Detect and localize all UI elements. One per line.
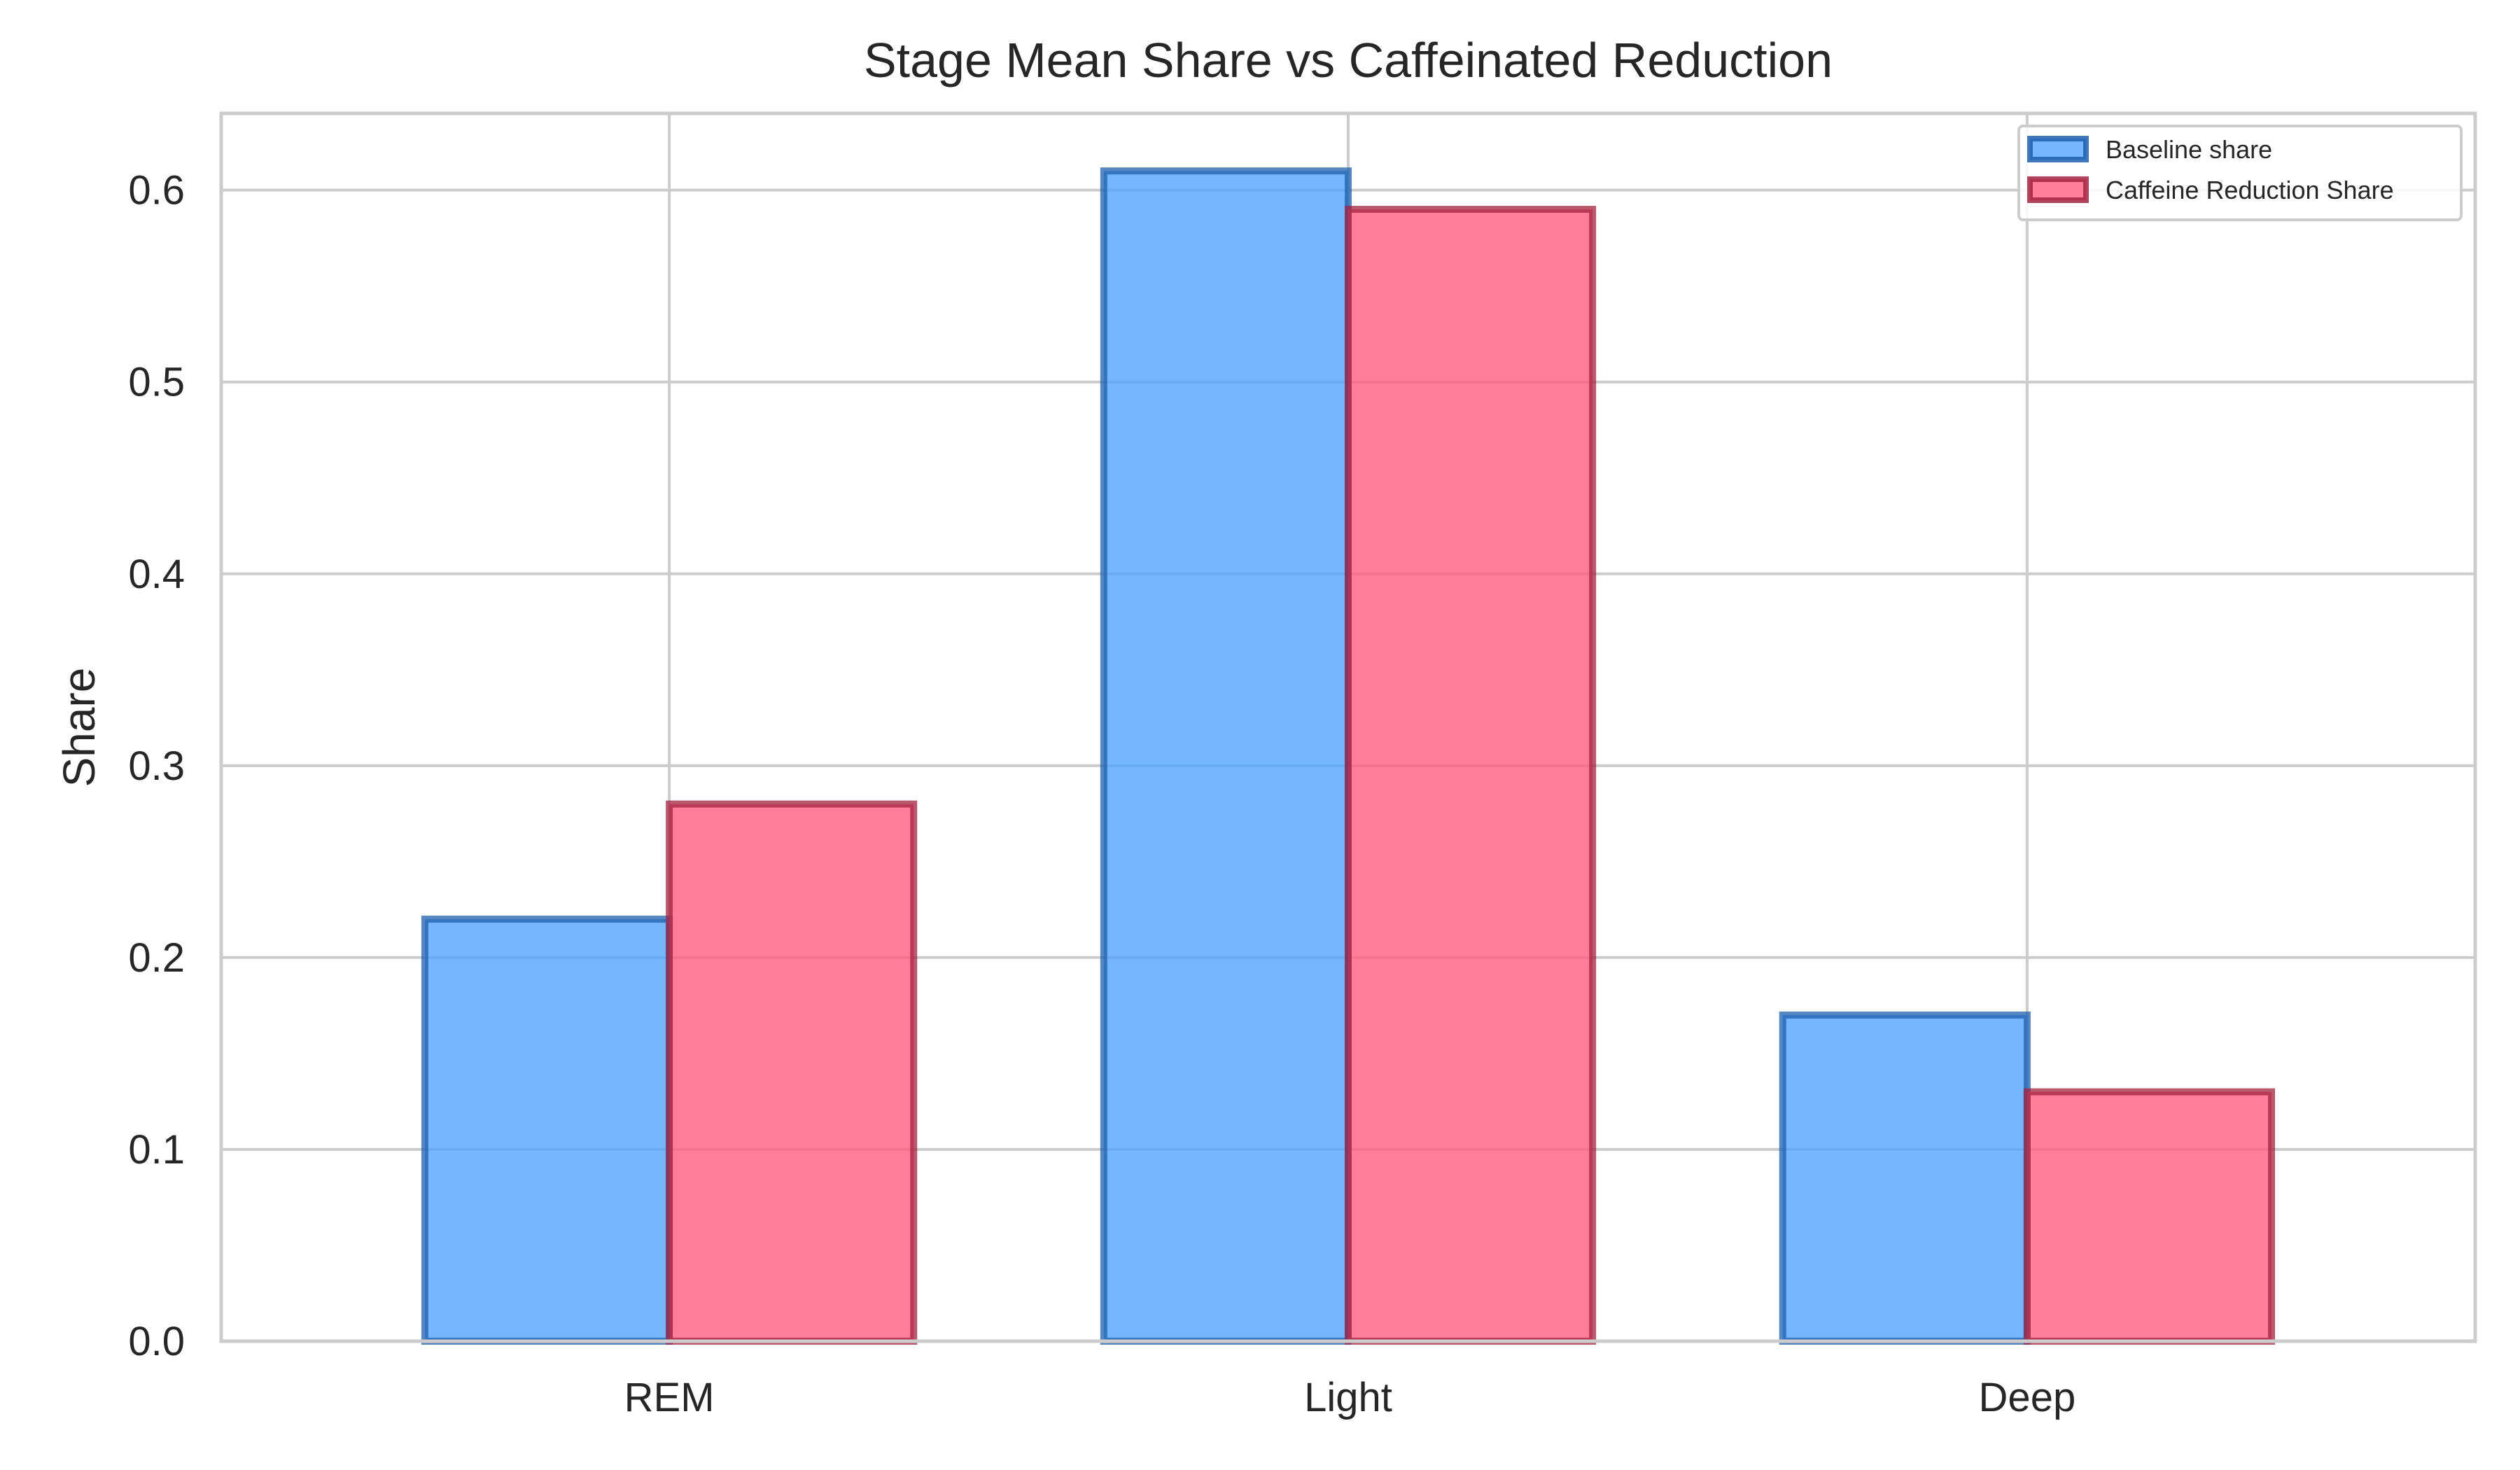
x-tick-label: Deep <box>1979 1375 2076 1420</box>
y-tick-label: 0.3 <box>128 743 185 789</box>
y-tick-label: 0.1 <box>128 1127 185 1172</box>
bar-baseline-deep <box>1779 1011 2031 1345</box>
legend-swatch-caffeine-reduction <box>2027 176 2089 203</box>
bar-caffeine-reduction-deep <box>2023 1088 2276 1345</box>
y-tick-label: 0.5 <box>128 360 185 405</box>
legend: Baseline share Caffeine Reduction Share <box>2017 125 2463 221</box>
legend-label-baseline: Baseline share <box>2106 135 2272 164</box>
bar-baseline-light <box>1100 167 1352 1345</box>
bar-caffeine-reduction-light <box>1345 206 1597 1345</box>
y-tick-label: 0.2 <box>128 935 185 981</box>
bars-layer <box>421 167 2276 1345</box>
y-tick-label: 0.0 <box>128 1319 185 1364</box>
x-tick-label: Light <box>1304 1375 1392 1420</box>
legend-swatch-baseline <box>2027 136 2089 162</box>
y-tick-label: 0.6 <box>128 168 185 214</box>
legend-frame <box>2017 125 2463 221</box>
y-tick-label: 0.4 <box>128 552 185 597</box>
axes-frame <box>219 111 2477 1343</box>
bar-baseline-rem <box>421 916 673 1345</box>
ticks-layer: 0.0 0.1 0.2 0.3 0.4 0.5 0.6 REM Light Deep <box>128 168 2076 1420</box>
y-axis-label: Share <box>54 668 104 788</box>
x-tick-label: REM <box>624 1375 715 1420</box>
bar-caffeine-reduction-rem <box>666 800 918 1345</box>
legend-label-caffeine-reduction: Caffeine Reduction Share <box>2106 176 2394 204</box>
chart-title: Stage Mean Share vs Caffeinated Reductio… <box>864 33 1833 88</box>
